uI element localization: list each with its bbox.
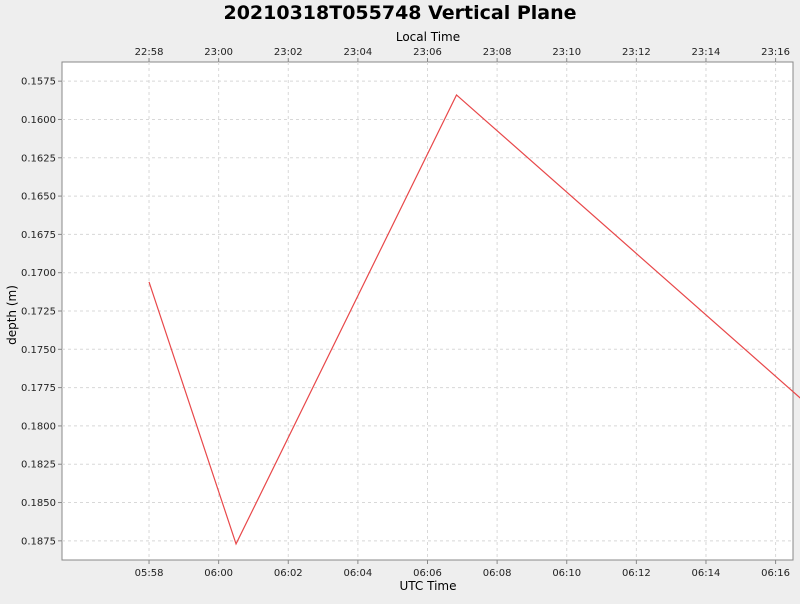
x2-tick-label: 23:00: [204, 47, 233, 58]
x-tick-label: 06:16: [761, 568, 790, 579]
x-tick-label: 06:02: [274, 568, 303, 579]
y-tick-label: 0.1600: [21, 115, 56, 126]
y-tick-label: 0.1750: [21, 345, 56, 356]
axis-layer: 05:58 06:00 06:02 06:04 06:06 06:08 06:10 06:12…: [21, 47, 790, 579]
y-tick-label: 0.1675: [21, 230, 56, 241]
x-tick-label: 05:58: [135, 568, 164, 579]
y-axis-label: depth (m): [5, 285, 19, 345]
x-tick-label: 06:10: [552, 568, 581, 579]
x-tick-label: 06:14: [692, 568, 721, 579]
x2-tick-label: 23:04: [343, 47, 372, 58]
x2-tick-label: 23:12: [622, 47, 651, 58]
y-tick-label: 0.1625: [21, 153, 56, 164]
x-tick-label: 06:08: [483, 568, 512, 579]
series-layer: [148, 93, 800, 546]
x2-tick-label: 23:06: [413, 47, 442, 58]
chart-title: 20210318T055748 Vertical Plane: [223, 2, 576, 24]
x2-axis-label: Local Time: [396, 30, 460, 44]
x2-tick-label: 23:14: [692, 47, 721, 58]
x2-tick-label: 23:10: [552, 47, 581, 58]
series-line: [148, 93, 800, 546]
x2-tick-label: 23:16: [761, 47, 790, 58]
y-tick-label: 0.1875: [21, 536, 56, 547]
x-axis-label: UTC Time: [400, 579, 457, 593]
x2-tick-label: 22:58: [135, 47, 164, 58]
x-tick-label: 06:00: [204, 568, 233, 579]
y-tick-label: 0.1775: [21, 383, 56, 394]
y-tick-label: 0.1700: [21, 268, 56, 279]
x2-tick-label: 23:08: [483, 47, 512, 58]
y-tick-label: 0.1800: [21, 421, 56, 432]
x2-tick-label: 23:02: [274, 47, 303, 58]
y-tick-label: 0.1575: [21, 77, 56, 88]
x-tick-label: 06:06: [413, 568, 442, 579]
x-tick-label: 06:12: [622, 568, 651, 579]
y-tick-label: 0.1850: [21, 498, 56, 509]
y-tick-label: 0.1725: [21, 307, 56, 318]
y-tick-label: 0.1825: [21, 460, 56, 471]
x-tick-label: 06:04: [343, 568, 372, 579]
y-tick-label: 0.1650: [21, 192, 56, 203]
